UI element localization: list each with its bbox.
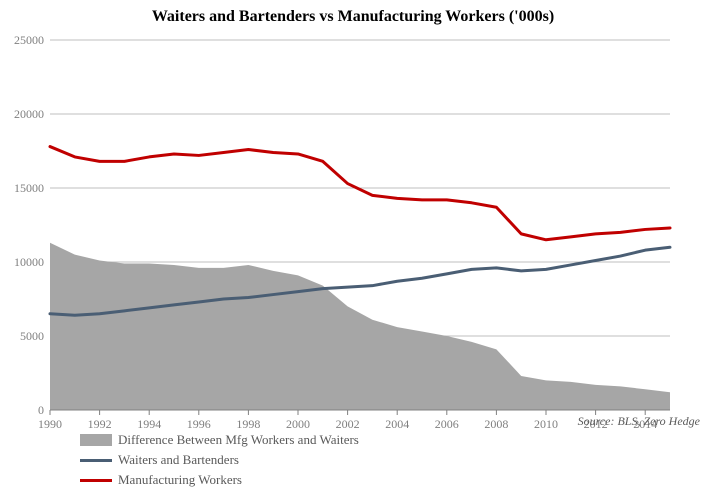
svg-text:10000: 10000	[14, 255, 44, 269]
svg-text:2000: 2000	[286, 417, 310, 431]
legend-label: Difference Between Mfg Workers and Waite…	[118, 432, 359, 448]
svg-text:2010: 2010	[534, 417, 558, 431]
legend: Difference Between Mfg Workers and Waite…	[80, 430, 359, 490]
legend-label: Manufacturing Workers	[118, 472, 242, 488]
svg-text:1992: 1992	[88, 417, 112, 431]
svg-text:1994: 1994	[137, 417, 161, 431]
svg-text:20000: 20000	[14, 107, 44, 121]
manufacturing-line	[50, 147, 670, 240]
svg-text:1998: 1998	[236, 417, 260, 431]
svg-text:2004: 2004	[385, 417, 409, 431]
svg-text:2006: 2006	[435, 417, 459, 431]
svg-text:25000: 25000	[14, 33, 44, 47]
legend-swatch-difference	[80, 434, 112, 446]
legend-item-difference: Difference Between Mfg Workers and Waite…	[80, 430, 359, 450]
svg-text:0: 0	[38, 403, 44, 417]
svg-text:1996: 1996	[187, 417, 211, 431]
svg-text:5000: 5000	[20, 329, 44, 343]
source-text: Source: BLS, Zero Hedge	[578, 414, 700, 429]
svg-text:2002: 2002	[336, 417, 360, 431]
legend-swatch-manufacturing	[80, 479, 112, 482]
svg-text:1990: 1990	[38, 417, 62, 431]
svg-text:2008: 2008	[484, 417, 508, 431]
difference-area	[50, 243, 670, 410]
svg-text:15000: 15000	[14, 181, 44, 195]
legend-item-waiters: Waiters and Bartenders	[80, 450, 359, 470]
chart-container: Waiters and Bartenders vs Manufacturing …	[0, 0, 706, 503]
legend-label: Waiters and Bartenders	[118, 452, 239, 468]
legend-item-manufacturing: Manufacturing Workers	[80, 470, 359, 490]
legend-swatch-waiters	[80, 459, 112, 462]
